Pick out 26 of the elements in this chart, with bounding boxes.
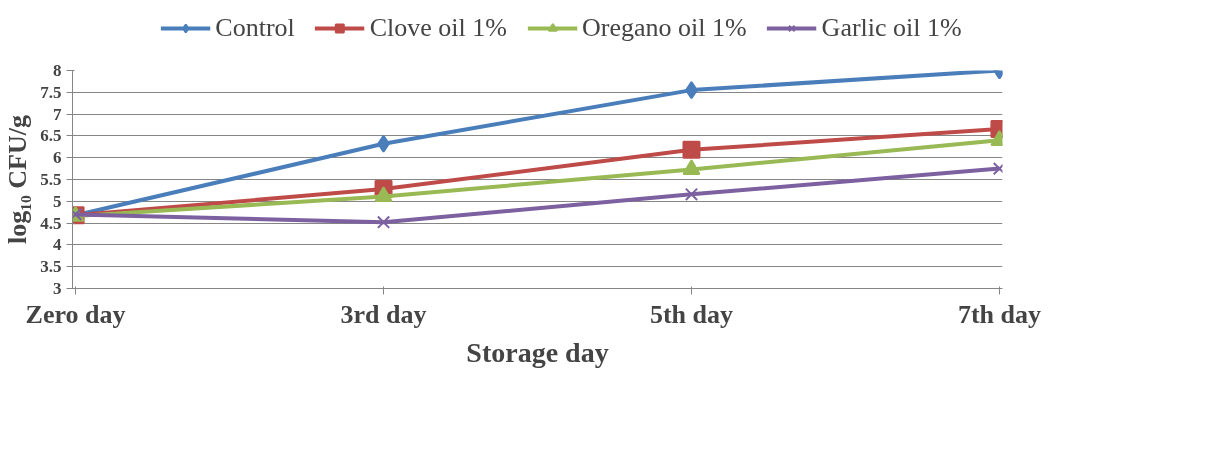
y-tick-label: 7.5	[40, 82, 62, 102]
legend-label: Clove oil 1%	[369, 12, 507, 43]
y-tick-label: 6	[53, 148, 62, 168]
y-tick-label: 3.5	[40, 257, 62, 277]
x-tick-label: 3rd day	[340, 299, 427, 329]
x-axis-title: Storage day	[466, 336, 609, 368]
point	[374, 186, 393, 203]
y-tick-label: 3	[53, 279, 62, 298]
legend-label: Garlic oil 1%	[821, 12, 962, 43]
y-tick-label: 5.5	[40, 170, 62, 189]
y-tick-label: 4	[53, 235, 62, 255]
legend-label: Oregano oil 1%	[581, 12, 747, 43]
y-axis-title: log₁₀ CFU/g	[3, 115, 33, 244]
point	[376, 215, 391, 229]
point	[684, 187, 699, 201]
legend-label: Control	[215, 12, 295, 43]
y-tick-label: 6.5	[40, 126, 62, 146]
y-tick-label: 4.5	[40, 213, 62, 233]
y-tick-label: 5	[53, 191, 62, 211]
x-tick-label: 7th day	[957, 299, 1041, 329]
y-tick-label: 8	[53, 61, 62, 80]
y-tick-label: 7	[53, 104, 62, 124]
point	[682, 159, 701, 176]
point	[992, 161, 1003, 176]
x-tick-label: Zero day	[25, 299, 126, 329]
x-tick-label: 5th day	[649, 299, 734, 329]
